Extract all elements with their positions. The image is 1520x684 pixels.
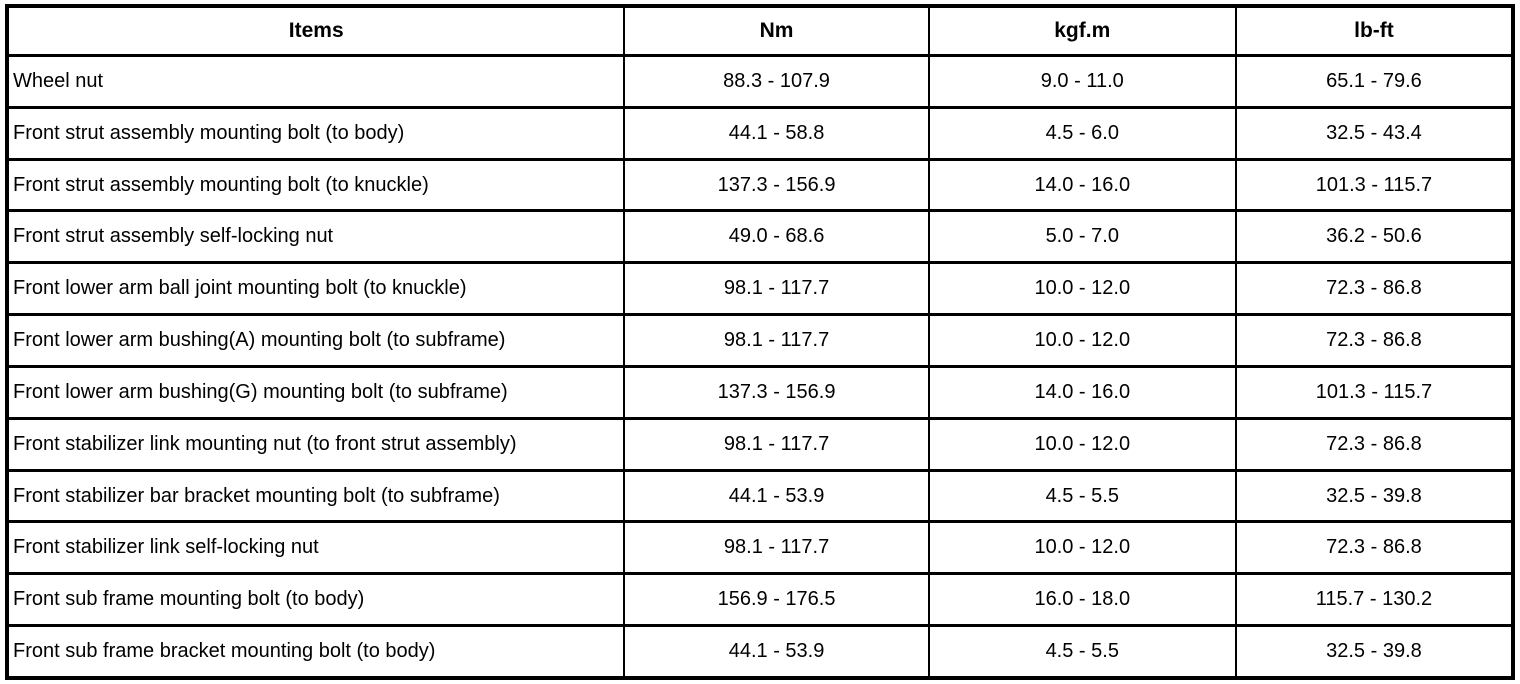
- table-row: Front lower arm bushing(A) mounting bolt…: [4, 313, 1516, 368]
- table-row: Front stabilizer bar bracket mounting bo…: [4, 468, 1516, 524]
- column-header-items: Items: [4, 4, 626, 57]
- table-body: Wheel nut 88.3 - 107.9 9.0 - 11.0 65.1 - 79…: [4, 54, 1516, 681]
- cell-item: Front lower arm bushing(G) mounting bolt…: [4, 364, 626, 420]
- cell-kgfm: 10.0 - 12.0: [927, 520, 1237, 576]
- cell-kgfm: 5.0 - 7.0: [927, 209, 1237, 265]
- cell-kgfm: 10.0 - 12.0: [927, 416, 1237, 472]
- cell-item: Front stabilizer link self-locking nut: [4, 520, 626, 576]
- table-row: Front stabilizer link mounting nut (to f…: [4, 416, 1516, 472]
- cell-kgfm: 4.5 - 5.5: [927, 624, 1237, 681]
- table-row: Front sub frame bracket mounting bolt (t…: [4, 624, 1516, 681]
- table-row: Front stabilizer link self-locking nut 98…: [4, 520, 1516, 576]
- cell-kgfm: 4.5 - 5.5: [927, 468, 1237, 524]
- table-row: Front sub frame mounting bolt (to body) 1…: [4, 572, 1516, 628]
- torque-spec-table: Items Nm kgf.m lb-ft Wheel nut 88.3 - 107…: [4, 4, 1516, 681]
- cell-nm: 98.1 - 117.7: [623, 313, 930, 368]
- cell-nm: 137.3 - 156.9: [623, 364, 930, 420]
- column-header-nm: Nm: [623, 4, 930, 57]
- cell-item: Wheel nut: [4, 54, 626, 109]
- column-header-lbft: lb-ft: [1234, 4, 1516, 57]
- cell-lbft: 32.5 - 39.8: [1234, 624, 1516, 681]
- cell-lbft: 72.3 - 86.8: [1234, 520, 1516, 576]
- cell-item: Front strut assembly mounting bolt (to b…: [4, 105, 626, 161]
- cell-nm: 44.1 - 58.8: [623, 105, 930, 161]
- table-row: Wheel nut 88.3 - 107.9 9.0 - 11.0 65.1 - 79…: [4, 54, 1516, 109]
- cell-lbft: 72.3 - 86.8: [1234, 313, 1516, 368]
- column-header-kgfm: kgf.m: [927, 4, 1237, 57]
- cell-lbft: 32.5 - 39.8: [1234, 468, 1516, 524]
- cell-kgfm: 4.5 - 6.0: [927, 105, 1237, 161]
- cell-kgfm: 14.0 - 16.0: [927, 364, 1237, 420]
- table-row: Front strut assembly mounting bolt (to k…: [4, 157, 1516, 213]
- cell-item: Front lower arm bushing(A) mounting bolt…: [4, 313, 626, 368]
- table-row: Front lower arm ball joint mounting bolt…: [4, 261, 1516, 317]
- table-row: Front lower arm bushing(G) mounting bolt…: [4, 364, 1516, 420]
- cell-item: Front strut assembly mounting bolt (to k…: [4, 157, 626, 213]
- cell-item: Front stabilizer bar bracket mounting bo…: [4, 468, 626, 524]
- cell-nm: 49.0 - 68.6: [623, 209, 930, 265]
- cell-nm: 88.3 - 107.9: [623, 54, 930, 109]
- cell-lbft: 115.7 - 130.2: [1234, 572, 1516, 628]
- cell-nm: 44.1 - 53.9: [623, 624, 930, 681]
- cell-kgfm: 9.0 - 11.0: [927, 54, 1237, 109]
- cell-kgfm: 14.0 - 16.0: [927, 157, 1237, 213]
- cell-nm: 98.1 - 117.7: [623, 520, 930, 576]
- cell-nm: 98.1 - 117.7: [623, 261, 930, 317]
- cell-nm: 98.1 - 117.7: [623, 416, 930, 472]
- table-row: Front strut assembly mounting bolt (to b…: [4, 105, 1516, 161]
- cell-lbft: 32.5 - 43.4: [1234, 105, 1516, 161]
- cell-lbft: 101.3 - 115.7: [1234, 364, 1516, 420]
- cell-item: Front sub frame mounting bolt (to body): [4, 572, 626, 628]
- table-row: Front strut assembly self-locking nut 49.…: [4, 209, 1516, 265]
- cell-nm: 156.9 - 176.5: [623, 572, 930, 628]
- cell-lbft: 65.1 - 79.6: [1234, 54, 1516, 109]
- cell-lbft: 72.3 - 86.8: [1234, 261, 1516, 317]
- cell-lbft: 72.3 - 86.8: [1234, 416, 1516, 472]
- cell-nm: 44.1 - 53.9: [623, 468, 930, 524]
- cell-lbft: 101.3 - 115.7: [1234, 157, 1516, 213]
- cell-kgfm: 10.0 - 12.0: [927, 261, 1237, 317]
- table-header-row: Items Nm kgf.m lb-ft: [4, 4, 1516, 57]
- cell-item: Front strut assembly self-locking nut: [4, 209, 626, 265]
- cell-kgfm: 16.0 - 18.0: [927, 572, 1237, 628]
- cell-kgfm: 10.0 - 12.0: [927, 313, 1237, 368]
- cell-lbft: 36.2 - 50.6: [1234, 209, 1516, 265]
- cell-item: Front lower arm ball joint mounting bolt…: [4, 261, 626, 317]
- cell-nm: 137.3 - 156.9: [623, 157, 930, 213]
- cell-item: Front sub frame bracket mounting bolt (t…: [4, 624, 626, 681]
- cell-item: Front stabilizer link mounting nut (to f…: [4, 416, 626, 472]
